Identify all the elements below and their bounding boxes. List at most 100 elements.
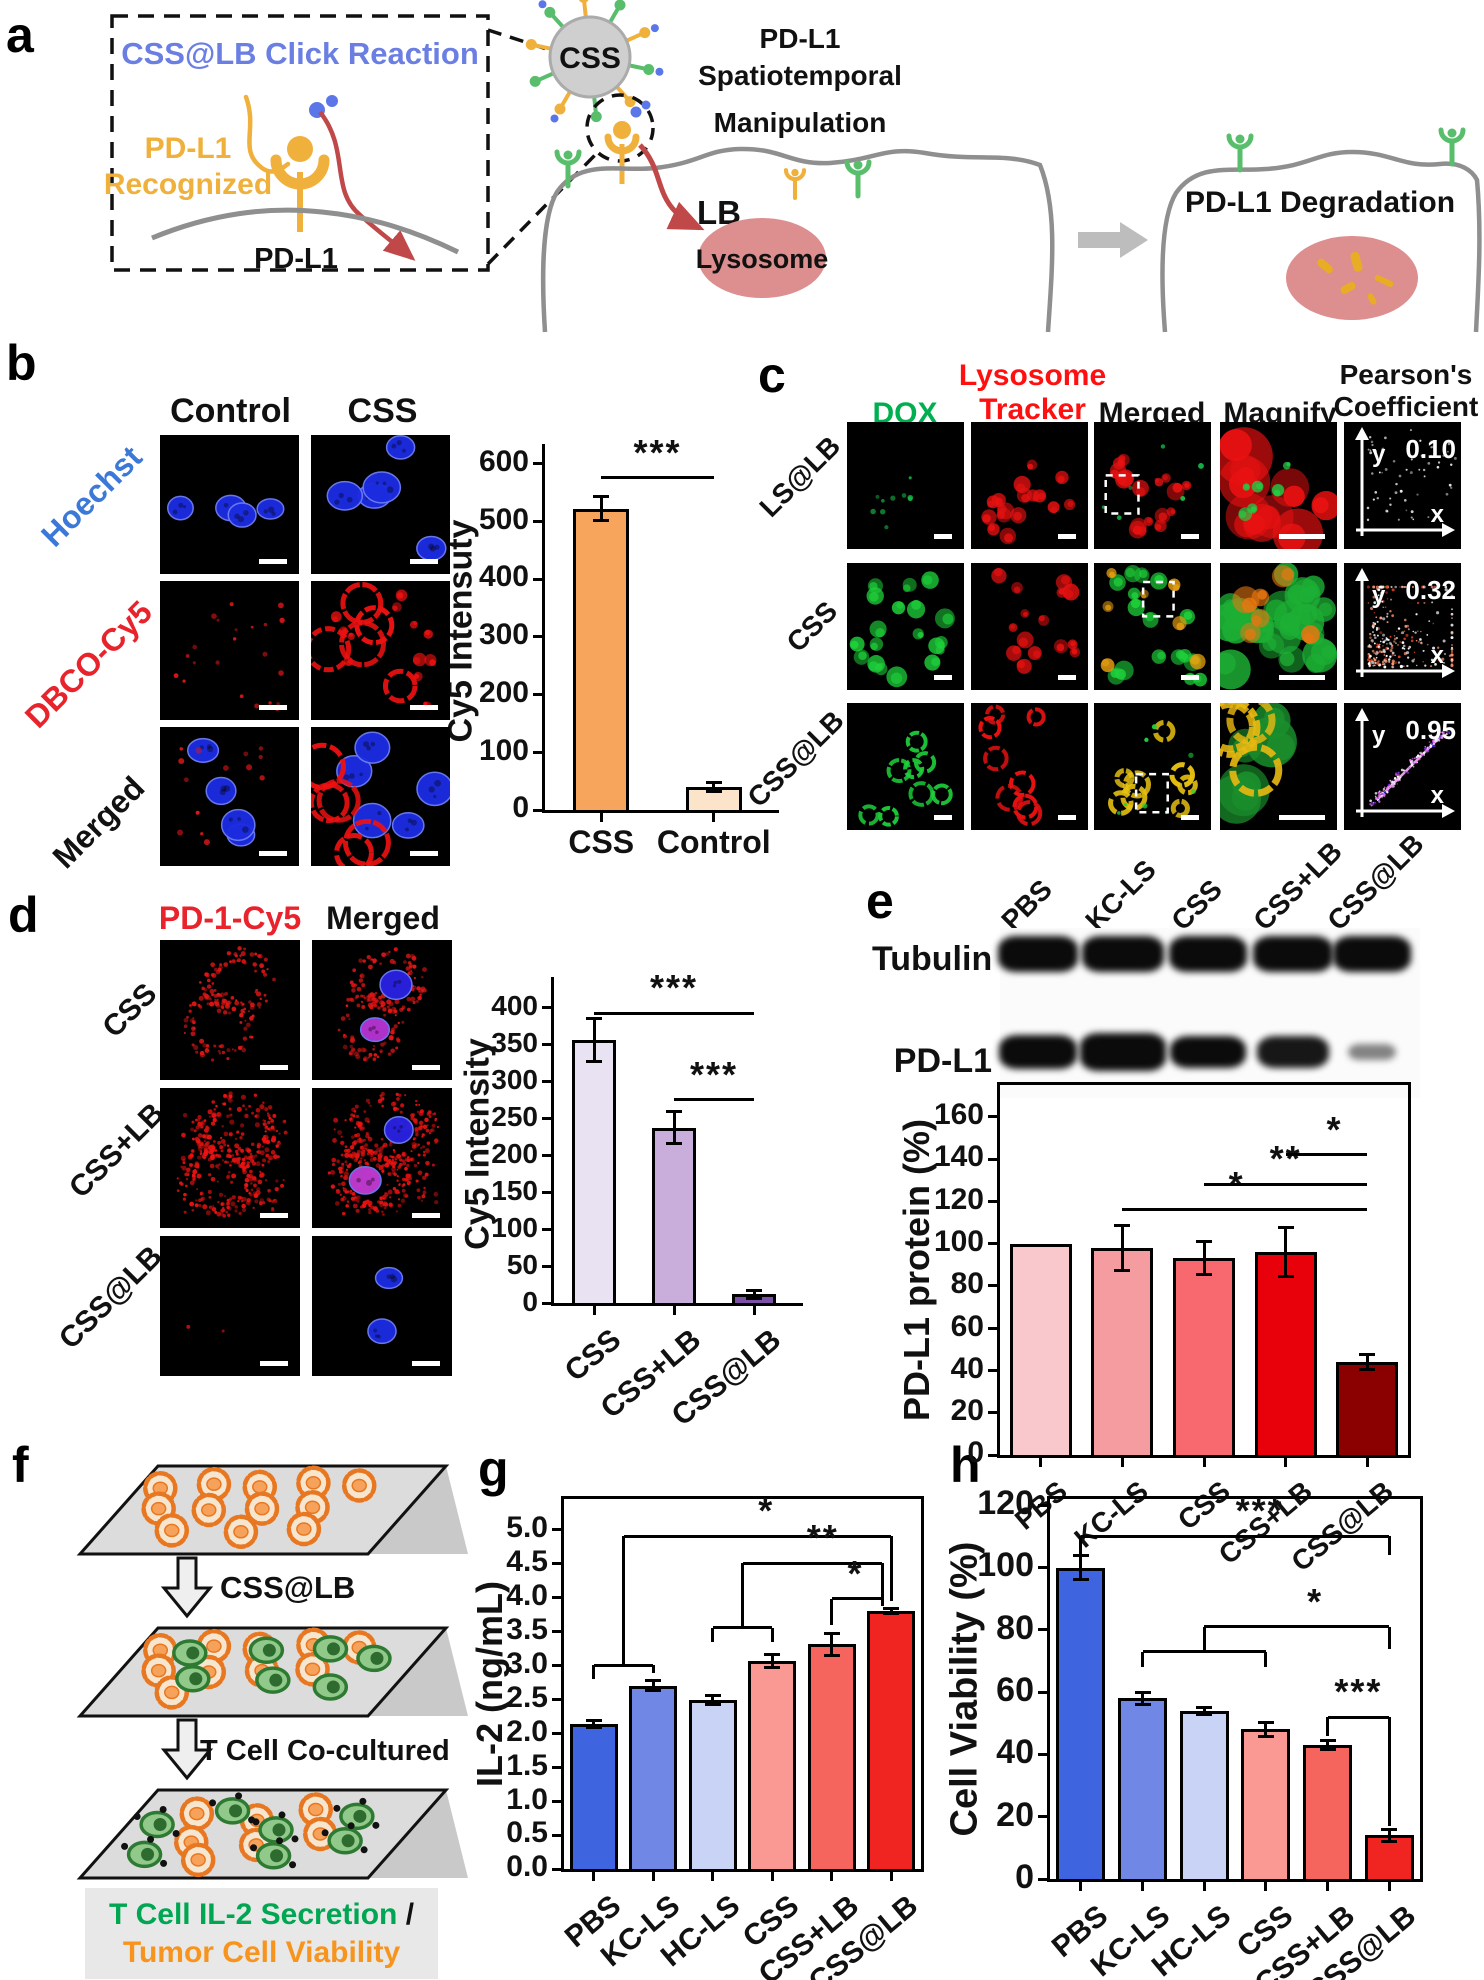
y-tick xyxy=(533,693,542,697)
panel-d-col-merged: Merged xyxy=(326,900,440,936)
micrograph-d-csslb-merged xyxy=(312,1236,452,1376)
plot-right-border xyxy=(1408,1082,1411,1458)
y-tick xyxy=(542,1190,551,1194)
bar-HC-LS xyxy=(1179,1710,1229,1882)
y-tick-label: 250 xyxy=(491,1100,538,1132)
y-tick xyxy=(988,1199,997,1203)
y-tick-label: 0 xyxy=(1015,1857,1034,1896)
x-tick xyxy=(1079,1882,1083,1891)
y-tick xyxy=(1038,1690,1047,1694)
panel-d-row-csslb: CSS@LB xyxy=(52,1239,169,1356)
panel-b-row-dbco-cy5: DBCO-Cy5 xyxy=(17,593,159,735)
sig-line xyxy=(880,1598,884,1606)
micrograph-c-css-merged xyxy=(1094,563,1211,690)
css-particle-label: CSS xyxy=(559,42,621,75)
error-bar xyxy=(711,1694,715,1706)
sig-line xyxy=(651,1665,655,1674)
sig-line xyxy=(1387,1536,1391,1556)
x-tick xyxy=(1365,1458,1369,1467)
sig-line xyxy=(1142,1650,1266,1654)
y-tick xyxy=(552,1528,561,1532)
pearson-y-axis-label: y xyxy=(1372,722,1386,749)
y-tick xyxy=(552,1629,561,1633)
sig-line xyxy=(1264,1651,1268,1668)
error-bar xyxy=(1284,1226,1288,1278)
sig-line xyxy=(880,1563,884,1601)
error-cap xyxy=(645,1689,662,1693)
sig-line xyxy=(622,1536,625,1666)
bar-CSS xyxy=(1172,1258,1235,1458)
micrograph-c-lslb-lysotracker xyxy=(971,422,1088,549)
error-cap xyxy=(666,1110,682,1114)
pdl1-band xyxy=(1257,1036,1329,1068)
pdl1-band xyxy=(1080,1033,1166,1071)
sig-line xyxy=(1079,1536,1083,1556)
bar-PBS xyxy=(569,1724,618,1872)
y-tick-label: 40 xyxy=(950,1351,984,1385)
sig-label: * xyxy=(847,1552,864,1594)
error-cap xyxy=(1134,1691,1151,1695)
panel-b-col-control: Control xyxy=(170,392,291,430)
sig-line xyxy=(1326,1717,1329,1736)
bar-CSS xyxy=(748,1661,797,1872)
micrograph-c-css-dox xyxy=(847,563,964,690)
x-tick-label: Control xyxy=(656,824,771,860)
blot-row-tubulin: Tubulin xyxy=(872,940,993,978)
step1-label: CSS@LB xyxy=(220,1570,355,1605)
panel-c-row-css: CSS xyxy=(780,595,844,658)
y-tick-label: 4.0 xyxy=(506,1578,548,1612)
error-cap xyxy=(1196,1712,1213,1716)
pdl1-band xyxy=(999,1035,1077,1069)
error-cap xyxy=(586,1016,602,1020)
y-axis xyxy=(1047,1496,1050,1882)
lysosome-label: Lysosome xyxy=(696,244,829,274)
panel-g-il2-chart: 0.0 0.5 1.0 1.5 2.0 2.5 3.0 3.5 4.0 4.5 5.0 PBS KC-L… xyxy=(469,1472,942,1980)
sig-line xyxy=(1204,1182,1368,1186)
panel-e-pdl1-chart: 0 20 40 60 80 100 120 140 160 PBS KC-LS CSS CSS+LB CS… xyxy=(895,1071,1484,1577)
x-tick xyxy=(830,1872,834,1881)
y-tick xyxy=(552,1731,561,1735)
pearson-plot-csslb: y 0.95 x xyxy=(1344,703,1461,830)
x-tick xyxy=(651,1872,655,1881)
x-tick xyxy=(1264,1882,1268,1891)
micrograph-b-dbco-cy5-control xyxy=(160,581,299,720)
tubulin-band xyxy=(1253,936,1333,972)
x-axis xyxy=(542,810,779,813)
panel-a-schematic: CSS@LB Click Reaction PD-L1 Recognized P… xyxy=(104,0,1482,333)
micrograph-d-csspluslb-pd1cy5 xyxy=(160,1088,300,1228)
error-cap xyxy=(586,1059,602,1063)
y-tick-label: 1.0 xyxy=(506,1782,548,1816)
y-tick-label: 150 xyxy=(491,1174,538,1206)
x-tick xyxy=(1141,1882,1144,1891)
pdl1-receptor-icon xyxy=(847,161,869,197)
y-tick xyxy=(552,1697,561,1701)
micrograph-c-lslb-magnify xyxy=(1220,422,1337,549)
y-tick-label: 140 xyxy=(933,1140,984,1174)
x-tick xyxy=(592,1306,596,1315)
y-tick xyxy=(533,519,542,523)
bar-CSS xyxy=(1241,1729,1291,1882)
y-tick-label: 350 xyxy=(491,1026,538,1058)
error-cap xyxy=(1257,1720,1274,1724)
sig-line xyxy=(1141,1651,1144,1668)
error-cap xyxy=(1196,1240,1212,1244)
sig-line xyxy=(623,1534,892,1538)
error-bar xyxy=(889,1608,893,1614)
x-tick xyxy=(1039,1458,1043,1467)
error-cap xyxy=(666,1142,682,1145)
pearson-plot-css: y 0.32 x xyxy=(1344,563,1461,690)
recognized-label-2: Recognized xyxy=(104,168,272,201)
y-tick-label: 0 xyxy=(522,1285,538,1317)
micrograph-c-css-magnify xyxy=(1220,563,1337,690)
pearson-plot-lslb: y 0.10 x xyxy=(1344,422,1461,549)
y-tick-label: 0.5 xyxy=(506,1816,548,1850)
y-tick-label: 500 xyxy=(478,502,529,536)
y-tick-label: 200 xyxy=(491,1137,538,1169)
micrograph-c-csslb-dox xyxy=(847,703,964,830)
panel-d-col-pd1cy5: PD-1-Cy5 xyxy=(158,900,302,936)
pearson-value: 0.10 xyxy=(1405,434,1456,464)
error-cap xyxy=(1277,1225,1294,1229)
plot-top-border xyxy=(561,1496,924,1499)
micrograph-b-hoechst-css xyxy=(311,435,450,574)
error-cap xyxy=(1114,1269,1131,1273)
